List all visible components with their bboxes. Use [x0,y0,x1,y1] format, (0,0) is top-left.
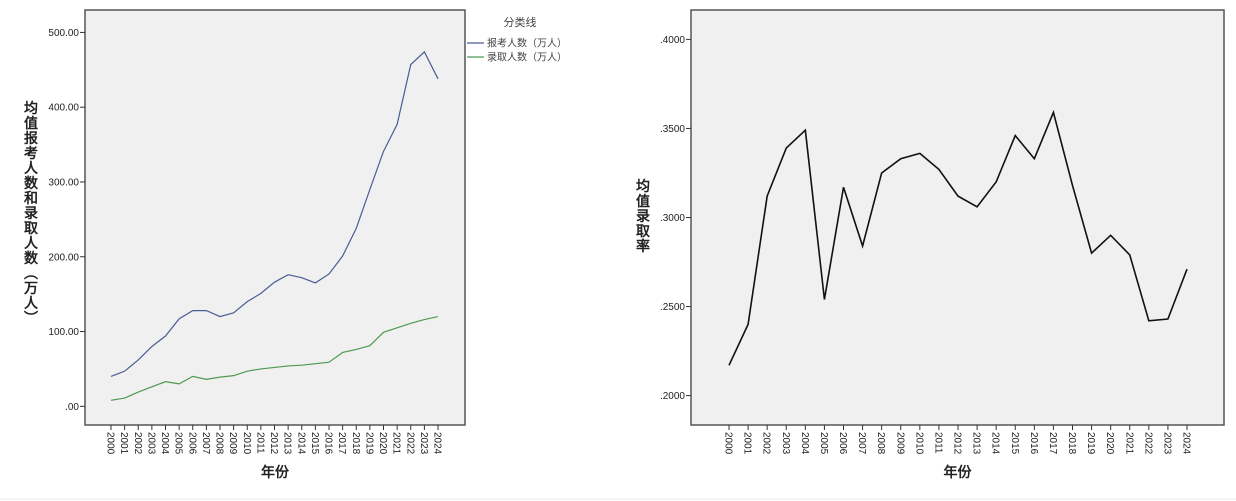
x-tick-label: 2003 [780,432,791,455]
x-tick-label: 2011 [932,432,943,454]
series-line-0 [728,109,1188,366]
y-tick-label: .00 [65,402,79,413]
y-tick-label: 400.00 [48,103,79,114]
x-tick-label: 2008 [875,432,886,455]
x-tick-label: 2000 [723,432,734,455]
x-tick-label: 2016 [323,432,334,455]
x-tick-label: 2000 [105,432,116,455]
x-tick-label: 2004 [799,432,810,455]
x-tick-label: 2004 [159,432,170,455]
legend-entry: 录取人数（万人） [487,51,567,64]
y-tick-label: .2000 [660,391,685,402]
x-tick-label: 2015 [1009,432,1020,455]
x-tick-label: 2015 [309,432,320,455]
x-tick-label: 2018 [1066,432,1077,455]
x-tick-label: 2013 [282,432,293,455]
plot-area [84,9,466,426]
x-tick-label: 2009 [894,432,905,455]
x-tick-label: 2007 [856,432,867,455]
legend-entry: 报考人数（万人） [487,37,567,50]
x-tick-label: 2006 [837,432,848,455]
x-axis-label: 年份 [944,464,973,481]
x-tick-label: 2010 [913,432,924,455]
x-tick-label: 2019 [1085,432,1096,455]
x-tick-label: 2019 [363,432,374,455]
x-tick-label: 2002 [761,432,772,455]
x-tick-label: 2012 [268,432,279,455]
x-tick-label: 2009 [227,432,238,455]
y-tick-label: 100.00 [48,327,79,338]
x-tick-label: 2022 [1142,432,1153,455]
series-line-0 [110,50,439,377]
y-tick-label: 500.00 [48,28,79,39]
x-tick-label: 2001 [742,432,753,455]
y-tick-label: .4000 [660,35,685,46]
x-tick-label: 2014 [990,432,1001,455]
x-tick-label: 2021 [1123,432,1134,455]
y-tick-label: 300.00 [48,177,79,188]
x-tick-label: 2023 [1161,432,1172,455]
x-tick-label: 2020 [377,432,388,455]
x-tick-label: 2005 [173,432,184,455]
y-tick-label: .3500 [660,124,685,135]
x-tick-label: 2001 [118,432,129,455]
plot-area [690,9,1225,426]
x-tick-label: 2010 [241,432,252,455]
x-tick-label: 2014 [295,432,306,455]
x-tick-label: 2013 [971,432,982,455]
x-tick-label: 2020 [1104,432,1115,455]
y-tick-label: 200.00 [48,252,79,263]
x-tick-label: 2017 [336,432,347,455]
y-axis-label-left: 均值报考人数和录取人数（万人） [22,100,38,326]
x-tick-label: 2005 [818,432,829,455]
x-tick-label: 2008 [214,432,225,455]
x-tick-label: 2003 [145,432,156,455]
x-tick-label: 2024 [432,432,443,455]
x-tick-label: 2018 [350,432,361,455]
x-tick-label: 2006 [186,432,197,455]
y-tick-label: .3000 [660,213,685,224]
legend-title: 分类线 [504,15,537,29]
x-tick-label: 2023 [418,432,429,455]
y-tick-label: .2500 [660,302,685,313]
chart-right-admission-rate: .2000 .2500 .3000 .3500 .4000 2000 2001 2002 200… [660,9,1225,481]
x-axis-label: 年份 [261,464,290,481]
x-tick-label: 2011 [254,432,265,454]
x-tick-label: 2024 [1181,432,1192,455]
x-tick-label: 2016 [1028,432,1039,455]
x-tick-label: 2002 [132,432,143,455]
x-tick-label: 2021 [391,432,402,455]
x-tick-label: 2017 [1047,432,1058,455]
series-line-1 [110,315,439,401]
y-axis-label-right: 均值录取率 [634,178,650,254]
x-tick-label: 2012 [952,432,963,455]
x-tick-label: 2007 [200,432,211,455]
x-tick-label: 2022 [404,432,415,455]
